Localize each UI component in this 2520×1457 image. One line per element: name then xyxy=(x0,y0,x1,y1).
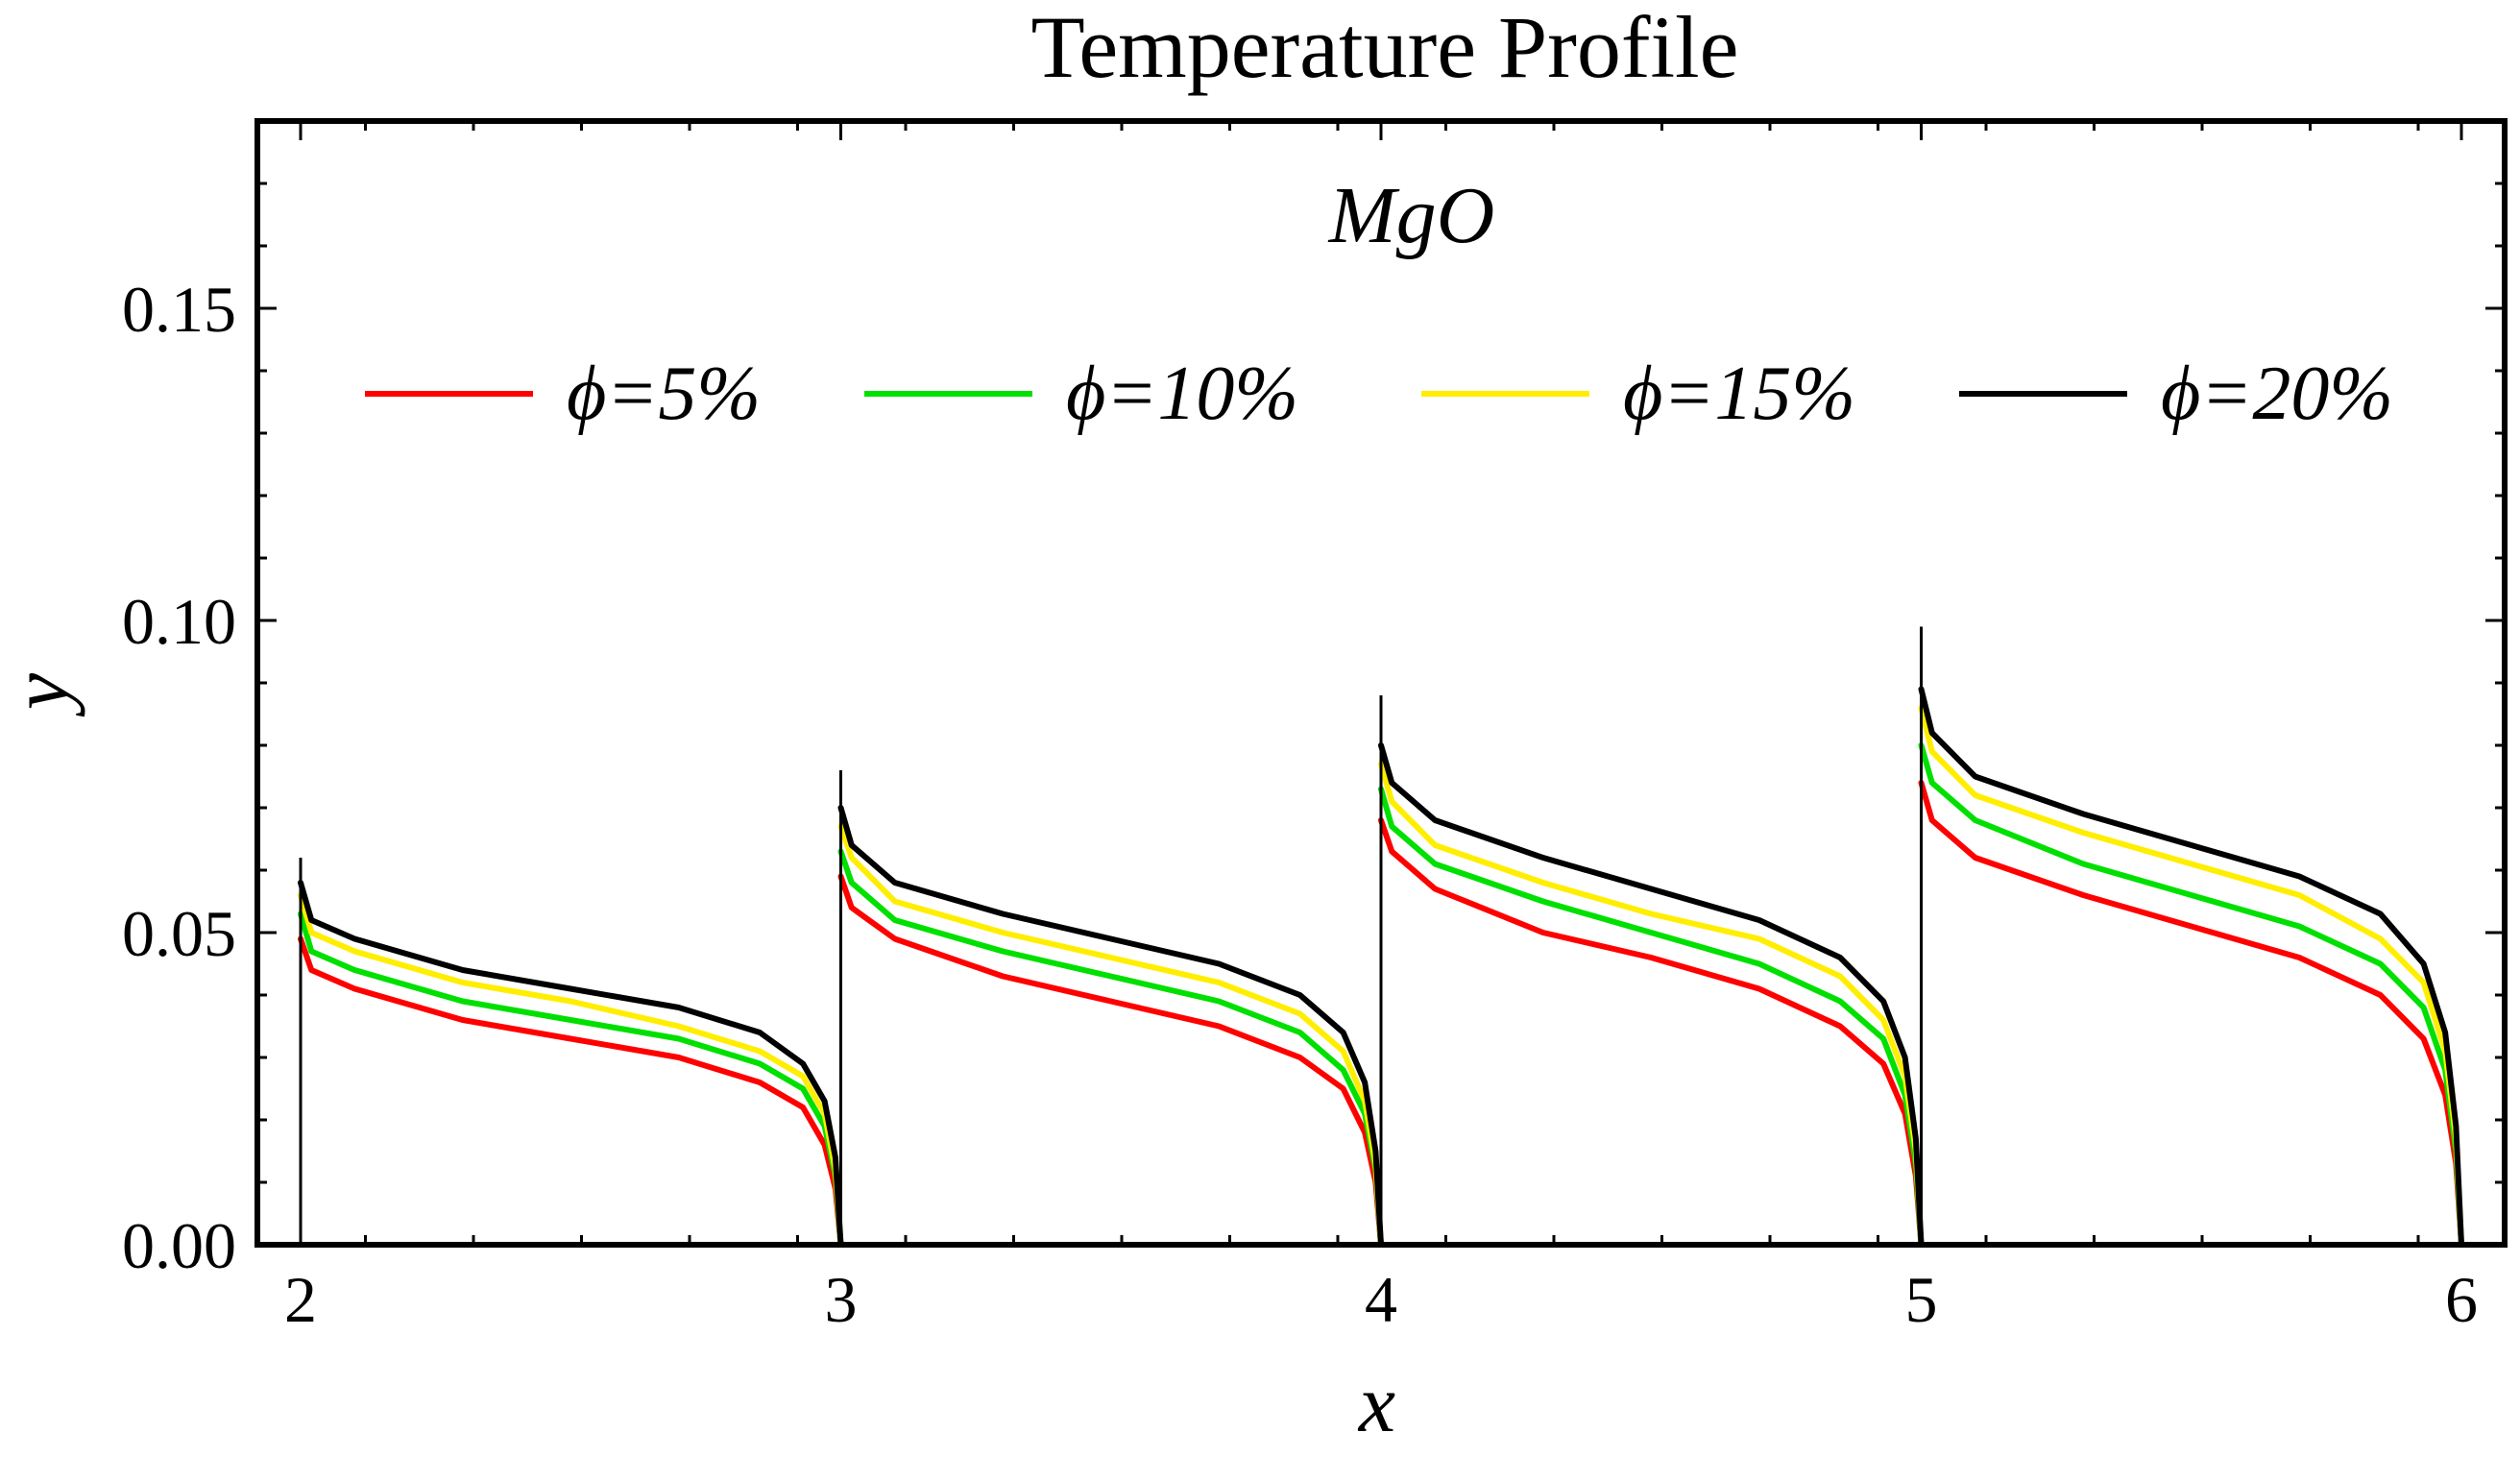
series-line xyxy=(298,880,844,1248)
x-tick-label: 6 xyxy=(2445,1263,2478,1336)
legend-label: ϕ=5% xyxy=(567,352,761,436)
series-line xyxy=(298,935,844,1248)
legend: ϕ=5% ϕ=10% ϕ=15% ϕ=20% xyxy=(365,352,2393,436)
y-tick-label: 0.00 xyxy=(122,1209,236,1282)
x-tick-label: 5 xyxy=(1905,1263,1938,1336)
chart-title: Temperature Profile xyxy=(1031,0,1739,96)
y-tick-label: 0.05 xyxy=(122,897,236,970)
material-annotation: MgO xyxy=(1328,171,1495,260)
series-line xyxy=(1378,742,1925,1248)
series-line xyxy=(837,805,1384,1248)
y-tick-label: 0.10 xyxy=(122,585,236,658)
x-axis-label: x xyxy=(1357,1357,1395,1449)
y-tick-label: 0.15 xyxy=(122,273,236,346)
plot-frame xyxy=(254,118,2508,1248)
legend-label: ϕ=20% xyxy=(2161,352,2393,436)
series-line xyxy=(837,873,1384,1248)
legend-label: ϕ=10% xyxy=(1066,352,1298,436)
x-tick-label: 4 xyxy=(1365,1263,1397,1336)
x-tick-label: 2 xyxy=(284,1263,317,1336)
legend-label: ϕ=15% xyxy=(1623,352,1855,436)
series-line xyxy=(1918,686,2464,1248)
series-group xyxy=(298,686,2464,1248)
x-tick-label: 3 xyxy=(825,1263,858,1336)
y-axis-label: y xyxy=(0,672,85,717)
